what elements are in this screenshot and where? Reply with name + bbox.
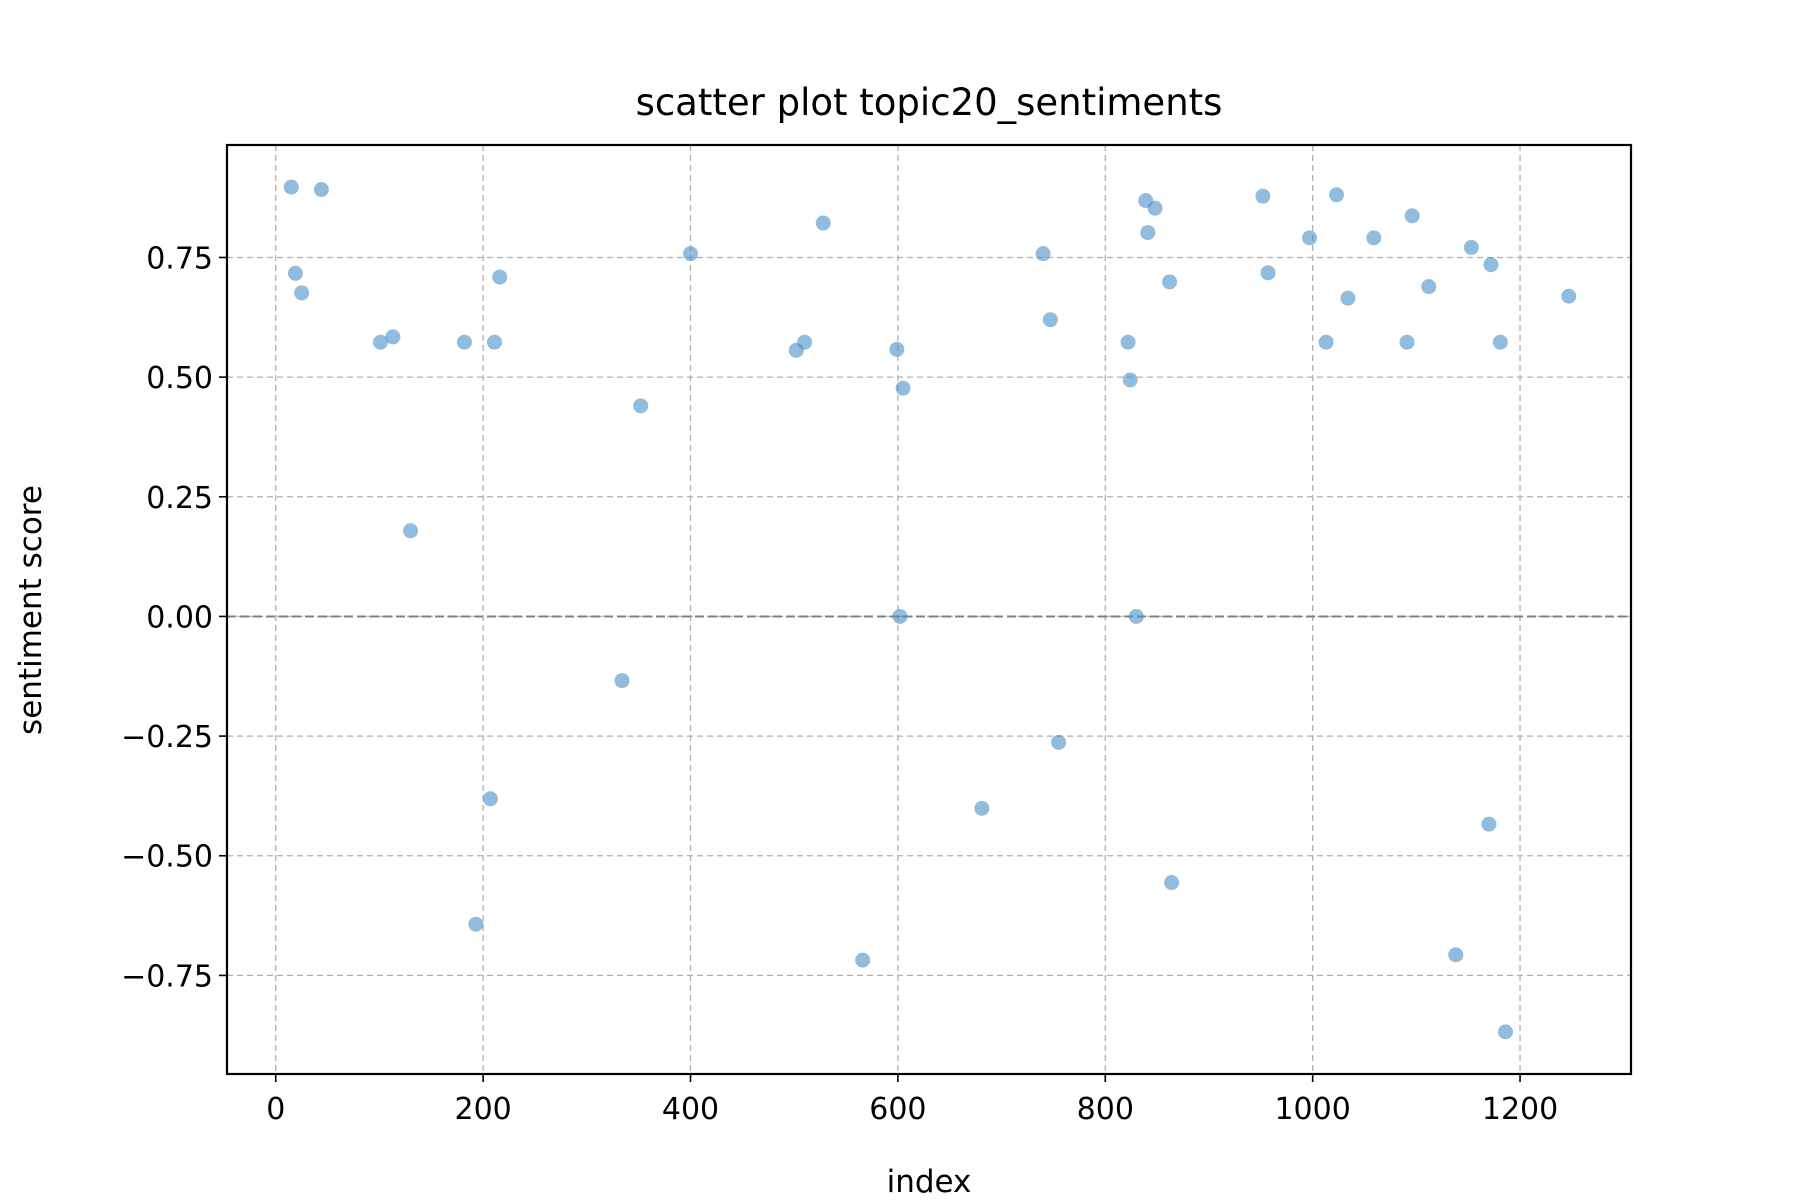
scatter-point — [487, 334, 503, 350]
scatter-point — [1035, 246, 1051, 262]
x-axis-title: index — [887, 1164, 972, 1200]
y-tick-label: 0.50 — [146, 361, 213, 396]
x-tick-label: 200 — [454, 1092, 511, 1127]
x-tick-label: 400 — [662, 1092, 719, 1127]
scatter-point — [633, 398, 649, 414]
scatter-point — [1463, 239, 1479, 255]
scatter-point — [1042, 312, 1058, 328]
scatter-point — [1340, 290, 1356, 306]
scatter-point — [895, 380, 911, 396]
y-axis: −0.75 −0.50 −0.25 0.00 0.25 0.50 0.75 — [121, 241, 227, 994]
scatter-point — [294, 285, 310, 301]
scatter-point — [313, 182, 329, 198]
y-tick-label: 0.25 — [146, 481, 213, 516]
y-tick-label: −0.25 — [121, 720, 213, 755]
scatter-point — [385, 329, 401, 345]
scatter-point — [797, 334, 813, 350]
scatter-point — [1318, 334, 1334, 350]
scatter-point — [1561, 288, 1577, 304]
scatter-point — [1481, 816, 1497, 832]
scatter-point — [1162, 274, 1178, 290]
scatter-point — [815, 215, 831, 231]
scatter-point — [1051, 734, 1067, 750]
scatter-point — [1302, 230, 1318, 246]
scatter-point — [1329, 187, 1345, 203]
x-tick-label: 0 — [266, 1092, 285, 1127]
y-tick-label: −0.50 — [121, 840, 213, 875]
scatter-point — [1128, 608, 1144, 624]
scatter-point — [468, 916, 484, 932]
scatter-point — [892, 608, 908, 624]
scatter-point — [1448, 947, 1464, 963]
scatter-point — [1483, 257, 1499, 273]
scatter-point — [1260, 265, 1276, 281]
scatter-point — [1140, 225, 1156, 241]
scatter-point — [855, 952, 871, 968]
scatter-point — [403, 523, 419, 539]
scatter-point — [1421, 279, 1437, 295]
scatter-point — [372, 334, 388, 350]
scatter-point — [683, 246, 699, 262]
x-tick-label: 800 — [1077, 1092, 1134, 1127]
scatter-point — [1404, 208, 1420, 224]
scatter-point — [1498, 1024, 1514, 1040]
scatter-point — [889, 341, 905, 357]
scatter-point — [1399, 334, 1415, 350]
x-axis: 0 200 400 600 800 1000 1200 — [266, 1074, 1558, 1127]
scatter-point — [614, 673, 630, 689]
y-tick-label: 0.75 — [146, 241, 213, 276]
scatter-point — [482, 791, 498, 807]
y-tick-label: −0.75 — [121, 959, 213, 994]
x-tick-label: 1200 — [1482, 1092, 1558, 1127]
scatter-point — [1366, 230, 1382, 246]
scatter-point — [1255, 188, 1271, 204]
y-tick-label: 0.00 — [146, 600, 213, 635]
scatter-point — [283, 179, 299, 195]
scatter-point — [1164, 875, 1180, 891]
scatter-point — [1492, 334, 1508, 350]
scatter-point — [492, 269, 508, 285]
plot-frame — [225, 143, 1633, 1076]
scatter-point — [1120, 334, 1136, 350]
scatter-point — [456, 334, 472, 350]
scatter-point — [974, 800, 990, 816]
chart-title: scatter plot topic20_sentiments — [636, 81, 1223, 124]
scatter-point — [287, 265, 303, 281]
scatter-point — [1147, 200, 1163, 216]
data-points — [283, 179, 1577, 1040]
scatter-point — [1122, 372, 1138, 388]
grid-lines — [227, 145, 1631, 1074]
x-tick-label: 1000 — [1274, 1092, 1350, 1127]
x-tick-label: 600 — [869, 1092, 926, 1127]
y-axis-title: sentiment score — [13, 485, 49, 735]
